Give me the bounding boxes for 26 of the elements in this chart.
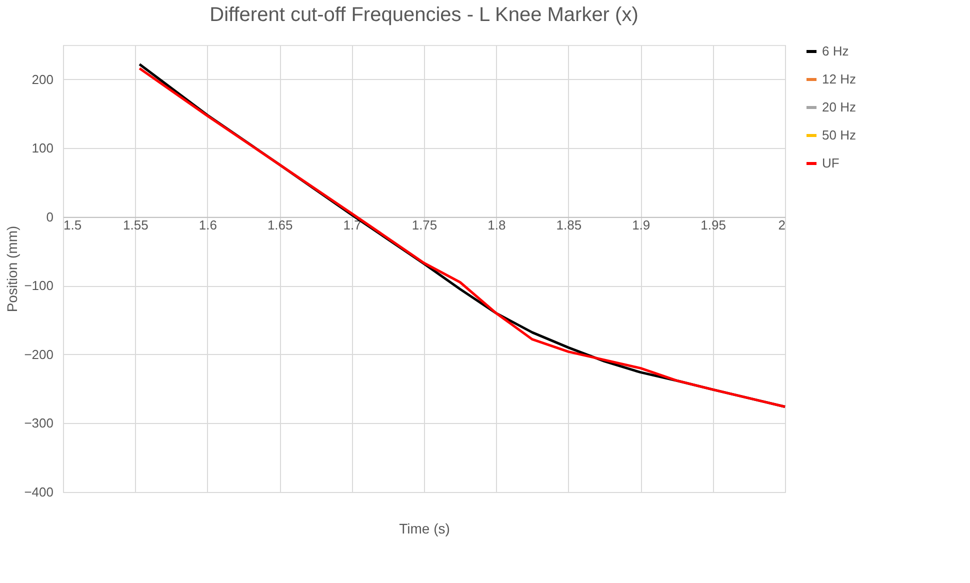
chart-title: Different cut-off Frequencies - L Knee Marker (x) (210, 4, 638, 26)
y-tick-label: −400 (24, 484, 54, 500)
legend-label: 12 Hz (822, 72, 856, 86)
x-tick-label: 1.5 (64, 217, 82, 232)
x-tick-label: 2 (778, 217, 786, 232)
x-tick-label: 1.85 (556, 217, 582, 232)
legend-label: 50 Hz (822, 128, 856, 142)
x-tick-label: 1.55 (123, 217, 148, 232)
y-axis-title: Position (mm) (4, 226, 20, 312)
x-tick-label: 1.7 (343, 217, 362, 232)
x-axis-title: Time (s) (399, 520, 450, 536)
legend-label: UF (822, 156, 840, 170)
x-tick-label: 1.9 (632, 217, 650, 232)
y-tick-label: −200 (24, 346, 54, 362)
x-tick-label: 1.6 (198, 217, 217, 232)
y-tick-label: −300 (24, 416, 54, 431)
x-tick-label: 1.95 (700, 217, 726, 232)
x-tick-label: 1.65 (267, 217, 293, 232)
y-tick-label: −100 (24, 278, 54, 294)
x-tick-label: 1.75 (412, 217, 438, 232)
y-tick-label: 100 (32, 140, 54, 156)
legend-label: 6 Hz (822, 44, 849, 58)
y-tick-label: 200 (32, 72, 54, 87)
legend-label: 20 Hz (822, 100, 856, 114)
x-tick-label: 1.8 (488, 217, 506, 232)
y-tick-label: 0 (46, 209, 54, 224)
